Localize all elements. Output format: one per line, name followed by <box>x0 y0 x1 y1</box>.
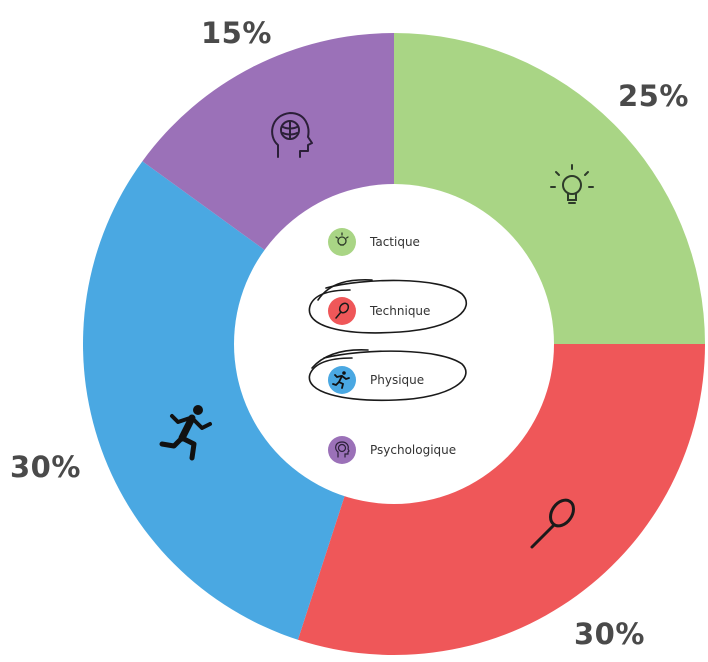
brain-head-icon <box>335 441 350 458</box>
legend-label-tactique: Tactique <box>370 235 420 249</box>
legend-swatch-psychologique <box>328 436 356 464</box>
slice-physique <box>83 161 394 640</box>
value-label-physique: 30% <box>10 450 81 484</box>
brain-head-icon <box>271 112 313 158</box>
value-label-psychologique: 15% <box>201 16 272 50</box>
legend-item-technique: Technique <box>328 297 430 325</box>
legend-label-physique: Physique <box>370 373 425 387</box>
running-person-icon <box>159 405 212 461</box>
legend-item-psychologique: Psychologique <box>328 436 456 464</box>
donut-hole <box>234 184 554 504</box>
value-label-technique: 30% <box>574 617 645 651</box>
legend-swatch-physique <box>328 366 356 394</box>
tennis-racket-icon <box>335 302 350 319</box>
legend-item-tactique: Tactique <box>328 228 420 256</box>
value-label-tactique: 25% <box>618 79 689 113</box>
tennis-racket-icon <box>530 498 575 549</box>
legend-item-physique: Physique <box>328 366 424 394</box>
lightbulb-icon <box>550 164 594 204</box>
legend-swatch-tactique <box>328 228 356 256</box>
legend-label-psychologique: Psychologique <box>370 443 457 457</box>
running-person-icon <box>332 371 350 389</box>
legend-swatch-technique <box>328 297 356 325</box>
lightbulb-icon <box>335 232 349 246</box>
legend-label-technique: Technique <box>370 304 431 318</box>
